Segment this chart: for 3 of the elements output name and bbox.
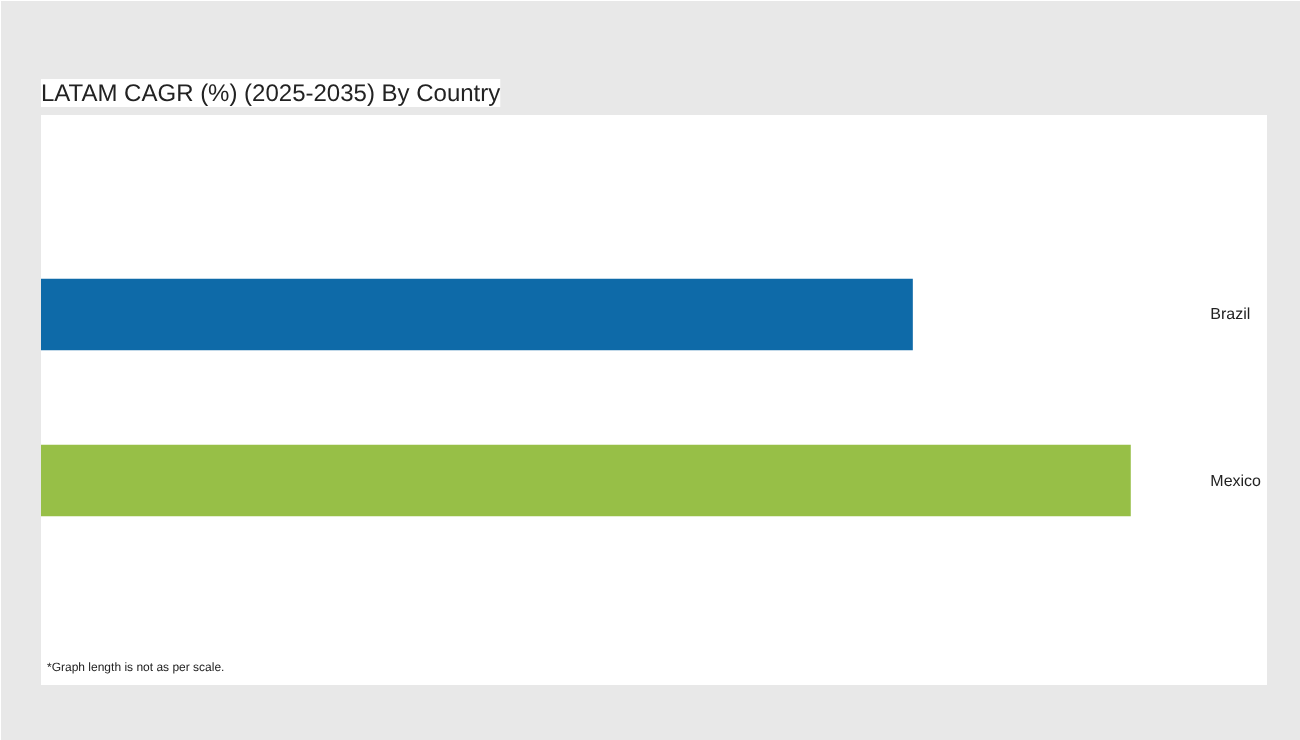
- y-tick-label: Mexico: [1210, 471, 1263, 490]
- chart-title: LATAM CAGR (%) (2025-2035) By Country: [41, 79, 501, 107]
- y-tick-label: Brazil: [1210, 305, 1251, 324]
